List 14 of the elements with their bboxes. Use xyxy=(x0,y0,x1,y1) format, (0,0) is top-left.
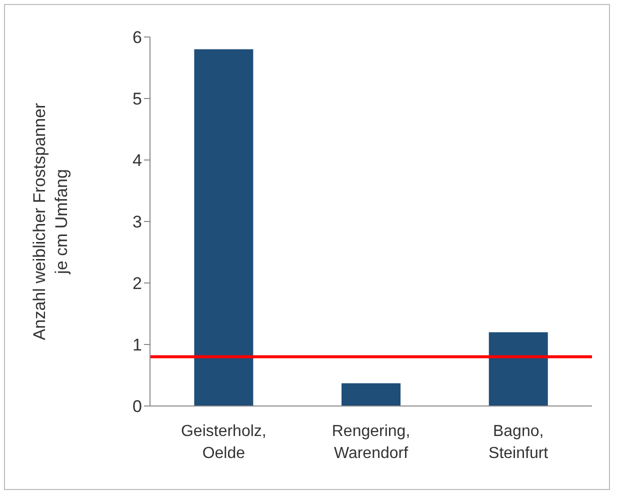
y-tick-label: 3 xyxy=(132,212,142,232)
y-tick-label: 5 xyxy=(132,90,142,109)
bar xyxy=(342,383,401,406)
y-tick-label: 6 xyxy=(132,28,142,48)
x-tick-label: Rengering, Warendorf xyxy=(332,423,410,462)
y-tick-label: 4 xyxy=(132,151,142,170)
y-tick-label: 1 xyxy=(132,336,142,355)
y-tick-label: 2 xyxy=(132,274,142,294)
x-tick-label: Bagno, Steinfurt xyxy=(488,423,549,462)
y-axis-title: Anzahl weiblicher Frostspanner je cm Umfang xyxy=(30,102,71,340)
bar xyxy=(488,332,548,406)
y-tick-label: 0 xyxy=(132,397,142,416)
bar xyxy=(194,49,254,406)
x-tick-label: Geisterholz, Oelde xyxy=(180,423,266,462)
